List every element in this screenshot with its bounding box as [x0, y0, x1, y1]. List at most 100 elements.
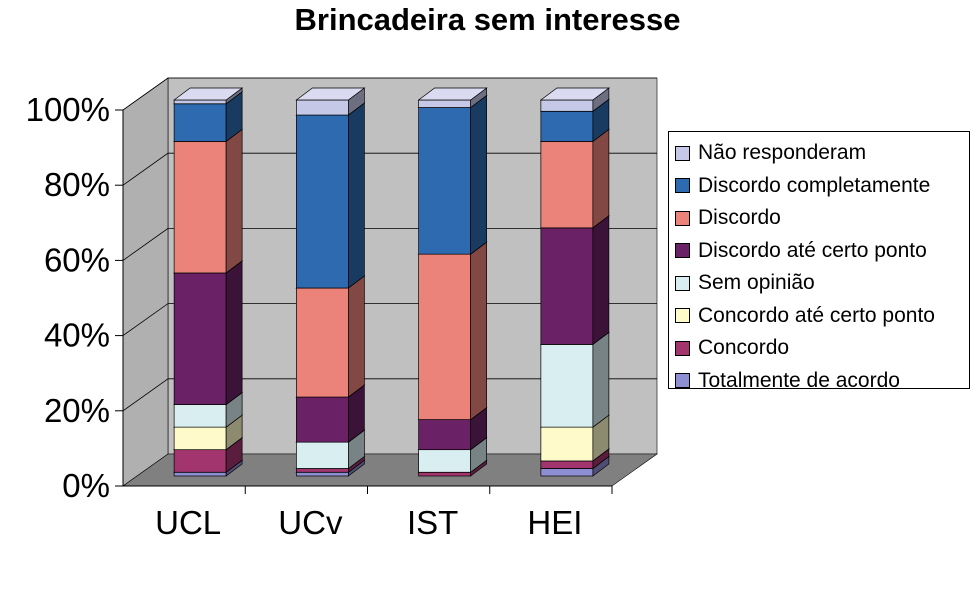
- bar-front: [418, 419, 471, 451]
- legend-item: Totalmente de acordo: [669, 365, 969, 398]
- bar-front: [540, 110, 594, 142]
- legend-swatch: [675, 210, 690, 226]
- legend-label: Totalmente de acordo: [698, 368, 900, 392]
- bar-stack-hei: [539, 87, 610, 477]
- side-wall: [122, 77, 169, 487]
- y-tick-label: 0%: [62, 467, 110, 504]
- bar-front: [173, 272, 227, 405]
- axes: [115, 109, 613, 494]
- bar-front: [418, 449, 471, 473]
- bar-segment: [295, 102, 366, 289]
- legend-item: Concordo: [669, 332, 969, 365]
- legend: Não responderam Discordo completamente Dis…: [668, 131, 970, 392]
- bar-front: [296, 471, 349, 477]
- bar-side: [470, 94, 487, 255]
- y-tick-label: 100%: [26, 91, 110, 128]
- bar-front: [540, 227, 594, 345]
- bar-front: [540, 141, 594, 229]
- bar-side: [592, 331, 610, 428]
- bar-top: [295, 87, 366, 101]
- legend-item: Concordo até certo ponto: [669, 300, 969, 333]
- legend-label: Concordo: [698, 336, 790, 360]
- gridline: [122, 152, 657, 186]
- bar-segment: [539, 331, 610, 428]
- bar-front: [173, 99, 227, 105]
- bar-side: [348, 102, 365, 289]
- bar-side: [592, 215, 610, 346]
- y-tick-label: 60%: [44, 241, 110, 278]
- y-tick-label: 40%: [44, 317, 110, 354]
- bar-side: [470, 241, 487, 421]
- bar-segment: [417, 241, 488, 421]
- gridline: [122, 77, 657, 111]
- legend-swatch: [675, 308, 690, 324]
- bar-top: [539, 87, 610, 101]
- bar-front: [296, 396, 349, 443]
- bar-front: [540, 99, 594, 112]
- gridline: [122, 378, 657, 412]
- bar-front: [418, 253, 471, 420]
- bar-front: [296, 441, 349, 469]
- legend-label: Não responderam: [698, 141, 867, 165]
- legend-label: Discordo até certo ponto: [698, 238, 927, 262]
- x-category-label: IST: [407, 504, 458, 541]
- bar-side: [592, 128, 610, 229]
- plot-walls: [122, 77, 658, 487]
- legend-item: Discordo até certo ponto: [669, 235, 969, 268]
- bar-front: [173, 426, 227, 451]
- y-tick-label: 20%: [44, 392, 110, 429]
- x-category-label: HEI: [527, 504, 582, 541]
- bar-segment: [417, 87, 488, 109]
- bar-segment: [539, 128, 610, 229]
- bar-top: [417, 87, 488, 101]
- bar-front: [540, 344, 594, 428]
- legend-swatch: [675, 145, 690, 161]
- bar-front: [540, 460, 594, 469]
- bar-top: [173, 87, 244, 101]
- bar-front: [418, 99, 471, 108]
- legend-label: Concordo até certo ponto: [698, 303, 935, 327]
- bar-segment: [173, 87, 244, 105]
- bar-front: [296, 287, 349, 398]
- legend-item: Discordo: [669, 202, 969, 235]
- y-tick-labels: 0% 20% 40% 60% 80% 100%: [26, 91, 110, 504]
- bar-segment: [539, 215, 610, 346]
- y-tick-label: 80%: [44, 166, 110, 203]
- legend-item: Discordo completamente: [669, 170, 969, 203]
- bar-side: [348, 275, 365, 398]
- bar-stack-ist: [417, 87, 488, 477]
- bar-front: [296, 114, 349, 289]
- legend-item: Sem opinião: [669, 267, 969, 300]
- bar-front: [296, 468, 349, 473]
- legend-swatch: [675, 243, 690, 259]
- bar-side: [225, 128, 243, 274]
- legend-swatch: [675, 275, 690, 291]
- bar-front: [418, 471, 471, 477]
- x-category-label: UCL: [155, 504, 221, 541]
- x-category-labels: UCL UCv IST HEI: [155, 504, 582, 541]
- bar-segment: [173, 128, 244, 274]
- legend-label: Discordo completamente: [698, 173, 931, 197]
- chart-title: Brincadeira sem interesse: [294, 2, 681, 37]
- bar-front: [173, 471, 227, 477]
- bar-segment: [417, 94, 488, 255]
- gridlines: [122, 77, 657, 412]
- gridline: [122, 227, 657, 261]
- legend-swatch: [675, 178, 690, 194]
- bar-front: [418, 107, 471, 255]
- legend-swatch: [675, 340, 690, 356]
- bar-side: [225, 260, 243, 406]
- bar-front: [173, 103, 227, 142]
- bar-segment: [539, 87, 610, 112]
- legend-label: Sem opinião: [698, 271, 815, 295]
- legend-swatch: [675, 373, 690, 389]
- bar-stack-ucl: [173, 87, 244, 477]
- x-category-label: UCv: [278, 504, 343, 541]
- bar-front: [173, 449, 227, 473]
- bar-front: [540, 426, 594, 462]
- bar-front: [296, 99, 349, 116]
- gridline: [122, 303, 657, 336]
- bar-front: [173, 404, 227, 428]
- bar-front: [173, 141, 227, 274]
